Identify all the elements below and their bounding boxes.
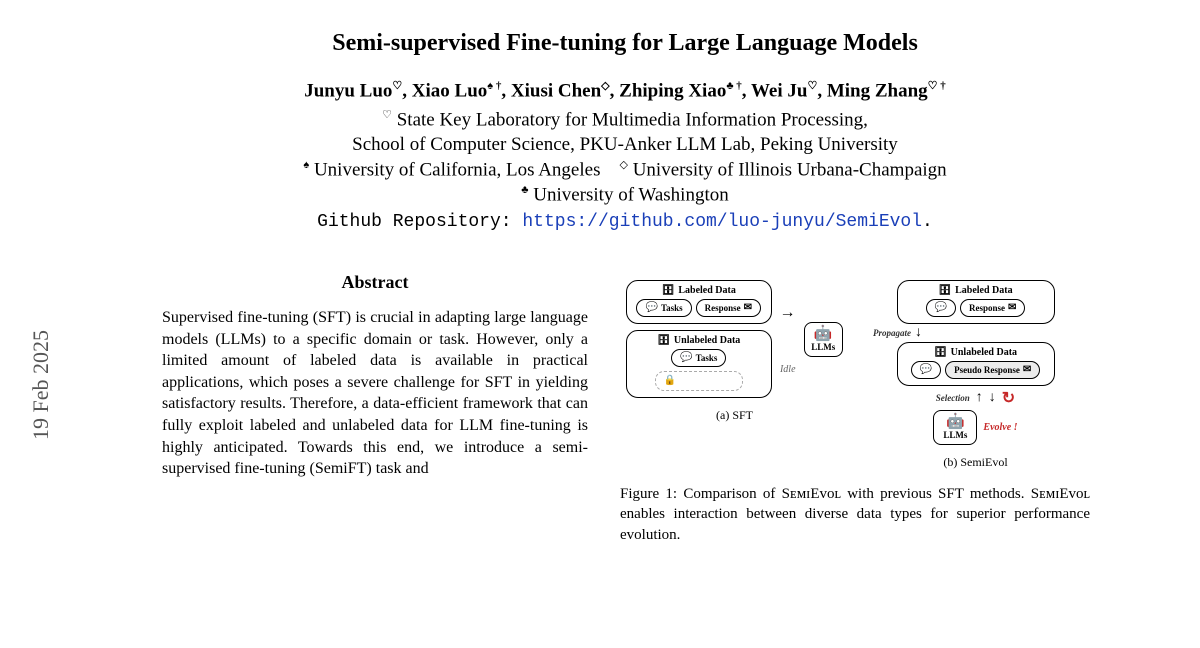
sft-unlabeled-data-label: Unlabeled Data — [674, 335, 740, 346]
figure-1: 🗄Labeled Data 💬Tasks Response✉ 🗄Unlabele… — [620, 280, 1090, 545]
arrow-down-icon: ↓ — [915, 326, 922, 340]
semievol-labeled-data-box: 🗄 Labeled Data 💬 Response✉ — [897, 280, 1055, 324]
chat-icon: 💬 — [680, 351, 692, 365]
evolve-label: Evolve ! — [983, 422, 1017, 433]
right-column: 🗄Labeled Data 💬Tasks Response✉ 🗄Unlabele… — [620, 272, 1090, 545]
chat-icon: 💬 — [935, 301, 947, 315]
abstract-body: Supervised fine-tuning (SFT) is crucial … — [160, 307, 590, 480]
semievol-unlabeled-label: Unlabeled Data — [951, 347, 1017, 358]
reply-icon: ✉ — [744, 301, 752, 315]
affiliation-line: School of Computer Science, PKU-Anker LL… — [110, 133, 1140, 158]
sft-llms-label: LLMs — [807, 342, 840, 352]
sft-llm-box: 🤖 LLMs — [804, 322, 843, 357]
semievol-unlabeled-data-box: 🗄 Unlabeled Data 💬 Pseudo Response✉ — [897, 342, 1055, 386]
sft-unlabeled-data-box: 🗄 Unlabeled Data 💬Tasks 🔒 — [626, 330, 772, 398]
affiliation-line: ♣ University of Washington — [110, 183, 1140, 208]
evolve-arrow-icon: ↻ — [1002, 388, 1015, 408]
semievol-tasks-chip: 💬 — [926, 299, 956, 317]
left-column: Abstract Supervised fine-tuning (SFT) is… — [110, 272, 590, 545]
repo-period: . — [922, 212, 933, 232]
author-list: Junyu Luo♡, Xiao Luo♠ †, Xiusi Chen◇, Zh… — [110, 79, 1140, 102]
arxiv-date-stamp: 19 Feb 2025 — [28, 330, 54, 440]
sft-tasks-chip: 💬Tasks — [636, 299, 691, 317]
arrow-up-icon: ↑ — [976, 391, 983, 405]
semievol-caption: (b) SemiEvol — [943, 455, 1007, 470]
repo-label: Github Repository: — [317, 212, 522, 232]
robot-icon: 🤖 — [807, 327, 840, 342]
sft-labeled-data-label: Labeled Data — [678, 285, 736, 296]
selection-label: Selection — [936, 393, 970, 403]
database-icon: 🗄 — [662, 285, 675, 296]
reply-icon: ✉ — [1008, 301, 1016, 315]
robot-icon: 🤖 — [936, 415, 974, 430]
sft-response-chip: Response✉ — [696, 299, 761, 317]
semievol-response-chip: Response✉ — [960, 299, 1025, 317]
lock-icon: 🔒 — [664, 374, 676, 388]
affiliation-line: ♠ University of California, Los Angeles … — [110, 158, 1140, 183]
figure-semievol-panel: 🗄 Labeled Data 💬 Response✉ Propagate ↓ — [867, 280, 1084, 470]
affiliation-line: ♡ State Key Laboratory for Multimedia In… — [110, 108, 1140, 133]
paper-page: Semi-supervised Fine-tuning for Large La… — [0, 0, 1200, 545]
paper-title: Semi-supervised Fine-tuning for Large La… — [110, 30, 1140, 57]
arrow-down-icon: ↓ — [989, 391, 996, 405]
sft-labeled-data-box: 🗄Labeled Data 💬Tasks Response✉ — [626, 280, 772, 324]
semievol-labeled-label: Labeled Data — [955, 285, 1013, 296]
semievol-tasks-chip-2: 💬 — [911, 361, 941, 379]
abstract-heading: Abstract — [160, 272, 590, 293]
database-icon: 🗄 — [657, 335, 670, 346]
database-icon: 🗄 — [938, 285, 951, 296]
propagate-label: Propagate — [873, 328, 911, 338]
arrow-right-icon: → — [780, 304, 796, 322]
chat-icon: 💬 — [920, 363, 932, 377]
repo-link[interactable]: https://github.com/luo-junyu/SemiEvol — [522, 212, 922, 232]
figure-1-caption: Figure 1: Comparison of SᴇᴍɪEᴠᴏʟ with pr… — [620, 484, 1090, 545]
github-repo-line: Github Repository: https://github.com/lu… — [110, 212, 1140, 232]
database-icon: 🗄 — [934, 347, 947, 358]
semievol-llms-label: LLMs — [936, 430, 974, 440]
sft-tasks-chip-2: 💬Tasks — [671, 349, 726, 367]
reply-icon: ✉ — [1023, 363, 1031, 377]
figure-sft-panel: 🗄Labeled Data 💬Tasks Response✉ 🗄Unlabele… — [626, 280, 843, 470]
semievol-llm-box: 🤖 LLMs — [933, 410, 977, 445]
sft-idle-label: Idle — [780, 364, 796, 375]
chat-icon: 💬 — [645, 301, 657, 315]
sft-caption: (a) SFT — [716, 408, 753, 423]
sft-empty-chip: 🔒 — [655, 371, 743, 391]
semievol-pseudo-chip: Pseudo Response✉ — [945, 361, 1040, 379]
